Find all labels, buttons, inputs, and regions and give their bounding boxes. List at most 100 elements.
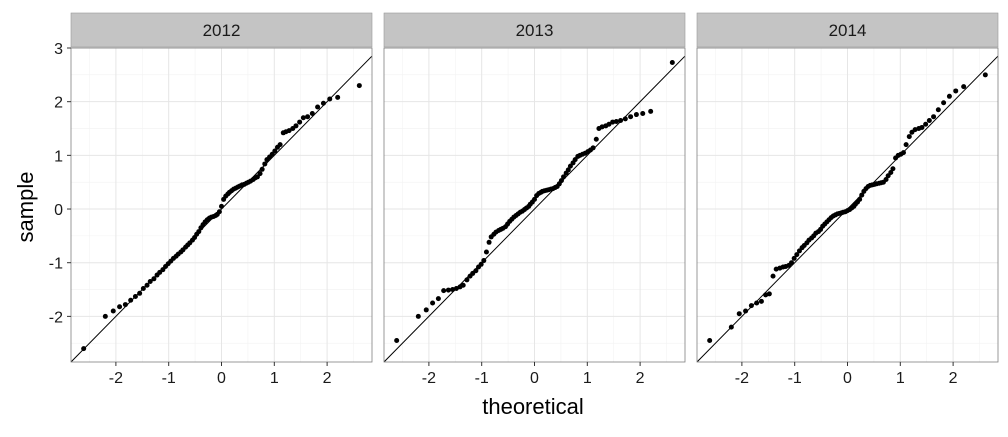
data-point (415, 313, 421, 319)
data-point (309, 110, 315, 116)
data-point (486, 239, 492, 245)
data-point (890, 166, 896, 172)
data-point (110, 308, 116, 314)
x-tick-label: -1 (162, 370, 176, 387)
facet-panel-2012: 2012 (70, 12, 373, 363)
data-point (335, 94, 341, 100)
data-point (628, 114, 634, 120)
data-point (622, 116, 628, 122)
data-point (286, 128, 292, 134)
facet-strip (383, 12, 686, 48)
data-point (743, 308, 749, 314)
data-point (147, 278, 153, 284)
data-point (953, 88, 959, 94)
data-point (748, 303, 754, 309)
data-point (935, 107, 941, 113)
data-point (903, 142, 909, 148)
data-points (707, 72, 988, 344)
data-point (648, 108, 654, 114)
data-point (906, 134, 912, 140)
data-point (590, 145, 596, 151)
data-points (81, 83, 362, 352)
data-point (926, 117, 932, 123)
grid-lines (697, 48, 998, 362)
data-point (315, 104, 321, 110)
reference-line (71, 55, 372, 362)
x-tick-label: 1 (896, 370, 905, 387)
x-tick-label: 2 (949, 370, 958, 387)
y-tick-label: 3 (54, 41, 63, 58)
facet-strip-label: 2012 (203, 21, 241, 40)
data-point (946, 93, 952, 99)
data-point (561, 174, 567, 180)
data-point (441, 288, 447, 294)
data-point (941, 100, 947, 106)
data-point (900, 150, 906, 156)
data-point (196, 229, 202, 235)
data-point (640, 110, 646, 116)
reference-line (384, 55, 685, 362)
data-point (460, 282, 466, 288)
data-point (216, 209, 222, 215)
y-tick-label: -2 (49, 309, 63, 326)
data-point (770, 273, 776, 279)
x-tick-label: 0 (843, 370, 852, 387)
x-tick-label: -1 (475, 370, 489, 387)
data-point (736, 311, 742, 317)
x-tick-label: -2 (422, 370, 436, 387)
y-axis-title: sample (13, 172, 38, 243)
x-tick-label: 1 (270, 370, 279, 387)
data-point (669, 59, 675, 65)
data-point (481, 258, 487, 264)
data-point (140, 285, 146, 291)
data-point (272, 148, 278, 154)
data-point (473, 268, 479, 274)
data-point (219, 203, 224, 209)
data-point (128, 297, 134, 303)
data-point (132, 294, 138, 300)
y-tick-label: -1 (49, 256, 63, 273)
data-point (435, 296, 441, 302)
data-point (633, 112, 639, 118)
data-point (464, 277, 470, 283)
data-point (151, 276, 157, 282)
data-point (613, 119, 619, 125)
facet-strip (696, 12, 999, 48)
data-point (423, 307, 429, 313)
data-point (327, 96, 333, 102)
data-point (137, 290, 143, 296)
facet-strip-label: 2013 (516, 21, 554, 40)
data-point (483, 249, 489, 255)
data-point (766, 291, 772, 297)
axes-layer: -2 -1 0 1 2 -2 -1 0 1 2 -2 -1 0 1 2 -2 -1 0 1 2 3 (49, 41, 958, 387)
grid-lines (384, 48, 685, 362)
data-point (888, 170, 894, 176)
y-tick-label: 1 (54, 148, 63, 165)
data-point (883, 177, 889, 183)
data-point (293, 123, 299, 129)
data-point (565, 167, 571, 173)
data-point (758, 298, 764, 304)
facet-panel-2014: 2014 (696, 12, 999, 363)
data-point (982, 72, 988, 78)
data-point (593, 136, 599, 142)
facet-strip-label: 2014 (829, 21, 867, 40)
panels-layer: 2012 2013 2014 (70, 12, 999, 363)
y-tick-label: 0 (54, 202, 63, 219)
data-point (919, 124, 925, 130)
data-point (257, 171, 263, 177)
data-point (122, 302, 128, 308)
data-point (618, 117, 624, 123)
data-point (794, 252, 800, 258)
data-point (297, 119, 303, 125)
x-tick-label: 1 (583, 370, 592, 387)
x-tick-label: 2 (323, 370, 332, 387)
facet-panel-2013: 2013 (383, 12, 686, 363)
x-tick-label: -2 (109, 370, 123, 387)
data-point (859, 192, 865, 198)
data-point (102, 313, 108, 319)
data-point (923, 121, 929, 127)
data-point (356, 83, 362, 89)
